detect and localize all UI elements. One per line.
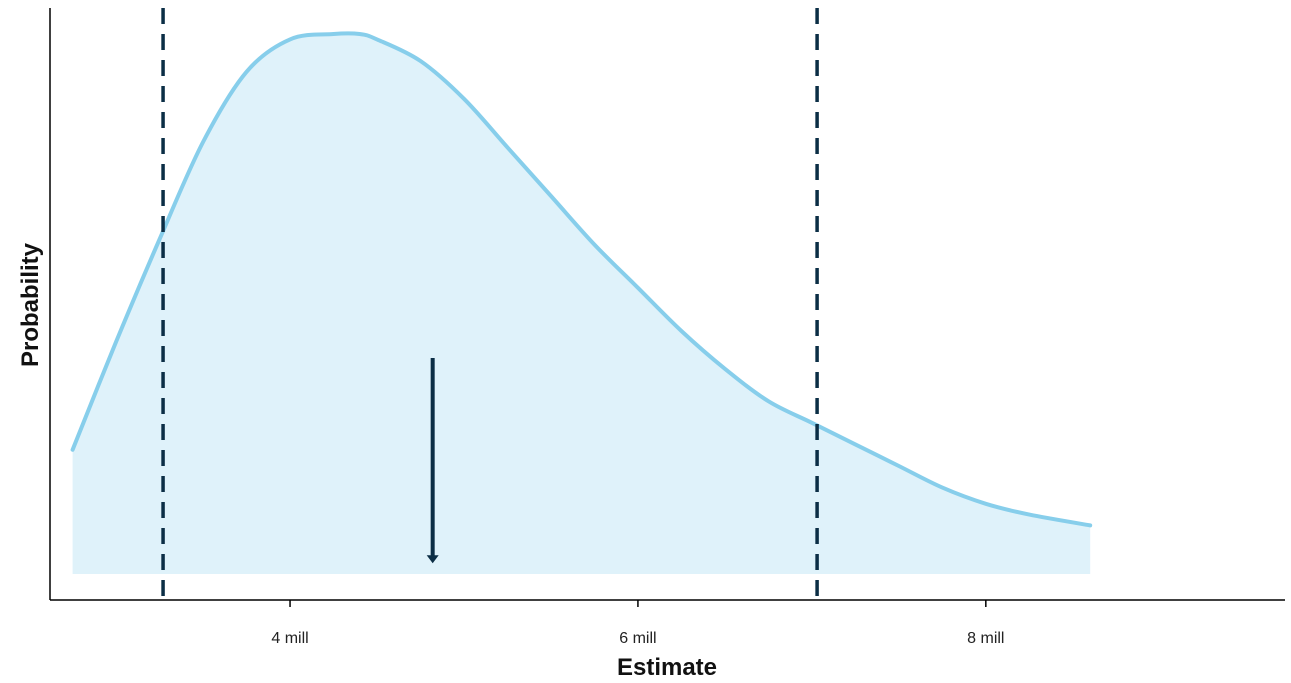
x-axis-title: Estimate: [617, 654, 717, 681]
x-tick-label: 6 mill: [619, 630, 656, 647]
density-curve: [70, 31, 1093, 528]
x-ticks: 4 mill 6 mill 8 mill: [271, 600, 1004, 647]
y-axis-title: Probability: [17, 242, 44, 367]
x-tick-label: 8 mill: [967, 630, 1004, 647]
interval-lines: [161, 8, 819, 600]
axes: [49, 8, 1285, 601]
density-area-layer: [70, 31, 1093, 574]
estimate-arrow-layer: [426, 358, 439, 564]
density-fill: [72, 33, 1091, 574]
estimate-arrow-head: [426, 555, 439, 564]
x-tick-label: 4 mill: [271, 630, 308, 647]
